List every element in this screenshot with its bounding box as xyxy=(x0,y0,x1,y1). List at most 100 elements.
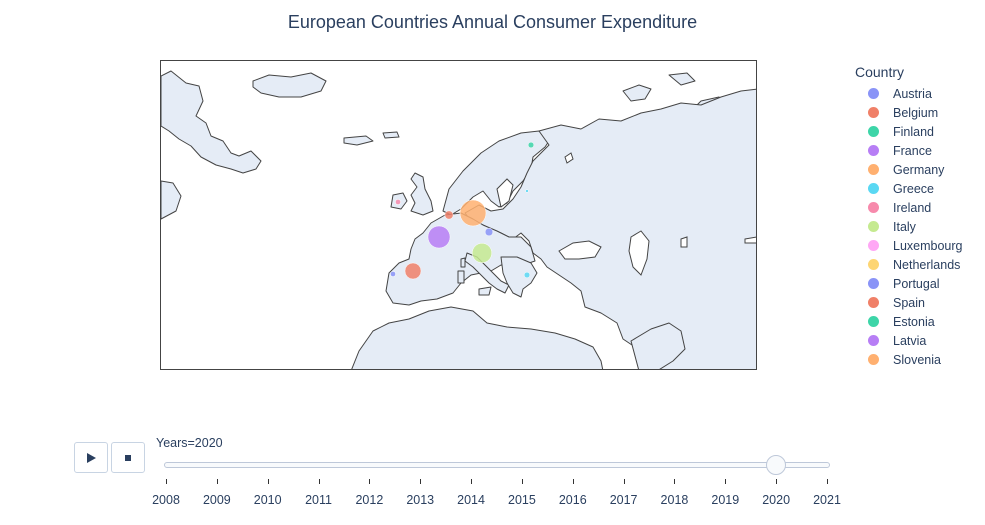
landmass-sardinia xyxy=(457,270,465,284)
slider-tick-2015[interactable]: 2015 xyxy=(508,493,536,507)
bubble-spain[interactable] xyxy=(404,262,422,280)
legend-item-finland[interactable]: Finland xyxy=(855,122,963,141)
bubble-germany[interactable] xyxy=(459,199,487,227)
bubble-portugal[interactable] xyxy=(390,271,396,277)
slider-tick-mark xyxy=(623,479,625,484)
landmass-arctic-isle-1 xyxy=(343,135,374,146)
white-lake-1 xyxy=(564,152,574,164)
slider-tick-mark xyxy=(471,479,473,484)
bubble-italy[interactable] xyxy=(472,243,492,263)
legend-label: Finland xyxy=(893,124,934,139)
legend-item-netherlands[interactable]: Netherlands xyxy=(855,255,963,274)
caspian-sea xyxy=(628,230,650,276)
legend-item-slovenia[interactable]: Slovenia xyxy=(855,350,963,369)
legend: Country Austria Belgium Finland France Germa… xyxy=(855,64,963,369)
legend-label: Estonia xyxy=(893,314,935,329)
legend-marker xyxy=(868,145,879,156)
map-svg[interactable] xyxy=(161,61,757,370)
slider-tick-2014[interactable]: 2014 xyxy=(457,493,485,507)
legend-item-belgium[interactable]: Belgium xyxy=(855,103,963,122)
legend-item-portugal[interactable]: Portugal xyxy=(855,274,963,293)
slider-tick-2010[interactable]: 2010 xyxy=(253,493,282,507)
baltic-sea xyxy=(496,178,514,208)
bubble-finland[interactable] xyxy=(527,141,535,149)
legend-item-greece[interactable]: Greece xyxy=(855,179,963,198)
slider-tick-mark xyxy=(776,479,778,484)
landmass-franz-josef xyxy=(668,72,696,86)
slider-tick-2018[interactable]: 2018 xyxy=(660,493,689,507)
slider-tick-2021[interactable]: 2021 xyxy=(813,493,841,507)
slider-tick-2009[interactable]: 2009 xyxy=(202,493,231,507)
bubble-ireland[interactable] xyxy=(395,199,401,205)
landmass-balkans xyxy=(500,256,538,298)
legend-marker xyxy=(868,183,879,194)
stop-icon xyxy=(125,454,131,461)
legend-marker xyxy=(868,88,879,99)
legend-item-spain[interactable]: Spain xyxy=(855,293,963,312)
legend-label: Latvia xyxy=(893,333,927,348)
landmass-iceland xyxy=(252,72,327,98)
legend-label: Spain xyxy=(893,295,925,310)
play-button[interactable] xyxy=(74,442,108,473)
legend-item-germany[interactable]: Germany xyxy=(855,160,963,179)
play-icon xyxy=(87,452,96,463)
legend-title: Country xyxy=(855,64,905,80)
legend-marker xyxy=(868,202,879,213)
bubble-belgium[interactable] xyxy=(444,210,454,220)
legend-marker xyxy=(868,107,879,118)
legend-marker xyxy=(868,354,879,365)
legend-item-france[interactable]: France xyxy=(855,141,963,160)
bubble-france[interactable] xyxy=(427,225,451,249)
legend-item-estonia[interactable]: Estonia xyxy=(855,312,963,331)
slider-tick-2017[interactable]: 2017 xyxy=(609,493,638,507)
slider-tick-2020[interactable]: 2020 xyxy=(762,493,791,507)
slider-tick-2011[interactable]: 2011 xyxy=(305,493,332,507)
legend-marker xyxy=(868,240,879,251)
landmass-corsica xyxy=(460,257,466,268)
legend-item-ireland[interactable]: Ireland xyxy=(855,198,963,217)
slider-tick-mark xyxy=(318,479,320,484)
slider-tick-mark xyxy=(674,479,676,484)
legend-marker xyxy=(868,259,879,270)
slider-tick-mark xyxy=(572,479,574,484)
landmass-sicily xyxy=(478,286,492,296)
year-slider-handle[interactable] xyxy=(766,455,787,475)
geo-map[interactable] xyxy=(160,60,757,370)
bubble-austria[interactable] xyxy=(484,227,494,237)
slider-tick-mark xyxy=(267,479,269,484)
slider-tick-2016[interactable]: 2016 xyxy=(558,493,587,507)
bubble-latvia[interactable] xyxy=(525,189,529,193)
legend-item-italy[interactable]: Italy xyxy=(855,217,963,236)
slider-tick-2013[interactable]: 2013 xyxy=(406,493,435,507)
legend-label: Portugal xyxy=(893,276,940,291)
stop-button[interactable] xyxy=(111,442,145,473)
legend-label: Ireland xyxy=(893,200,932,215)
legend-label: France xyxy=(893,143,932,158)
legend-label: Italy xyxy=(893,219,916,234)
white-lake-2 xyxy=(680,236,688,248)
landmass-arctic-isle-2 xyxy=(382,131,400,139)
legend-item-latvia[interactable]: Latvia xyxy=(855,331,963,350)
slider-tick-mark xyxy=(521,479,523,484)
landmass-arabia xyxy=(630,322,686,369)
landmass-italy xyxy=(464,252,510,294)
slider-tick-2012[interactable]: 2012 xyxy=(355,493,384,507)
black-sea xyxy=(558,240,602,260)
legend-marker xyxy=(868,297,879,308)
year-slider-track[interactable] xyxy=(164,462,830,468)
legend-label: Austria xyxy=(893,86,932,101)
landmass-greenland xyxy=(161,70,262,174)
legend-marker xyxy=(868,126,879,137)
slider-tick-mark xyxy=(725,479,727,484)
slider-tick-mark xyxy=(420,479,422,484)
legend-label: Greece xyxy=(893,181,934,196)
legend-item-luxembourg[interactable]: Luxembourg xyxy=(855,236,963,255)
slider-tick-2019[interactable]: 2019 xyxy=(711,493,740,507)
legend-marker xyxy=(868,316,879,327)
bubble-greece[interactable] xyxy=(523,271,531,279)
slider-tick-2008[interactable]: 2008 xyxy=(152,493,180,507)
landmass-eurasia xyxy=(464,88,756,369)
legend-item-austria[interactable]: Austria xyxy=(855,84,963,103)
slider-tick-mark xyxy=(166,479,167,484)
legend-marker xyxy=(868,278,879,289)
